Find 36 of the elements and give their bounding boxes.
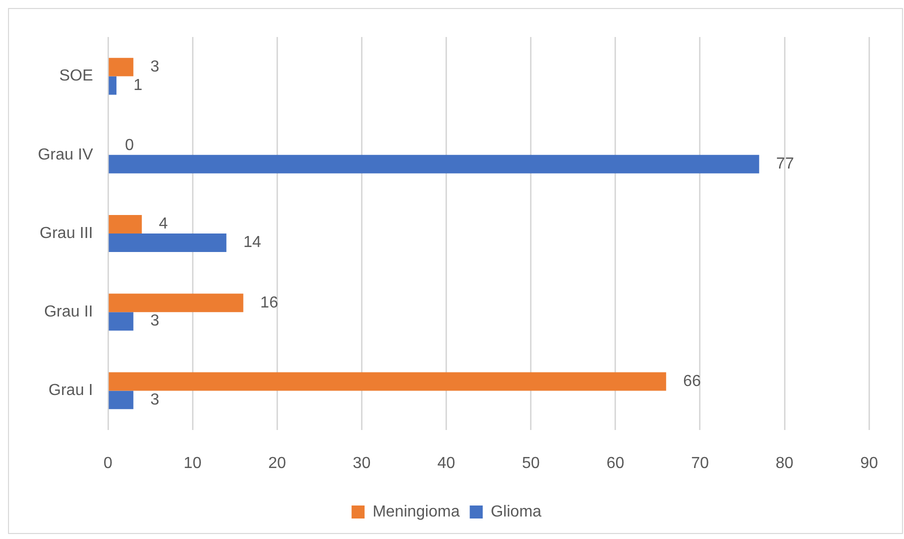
x-tick-label: 40 [437,455,456,472]
y-tick-label: Grau III [40,224,93,242]
data-label: 14 [243,234,262,252]
x-tick-label: 60 [606,455,624,472]
x-tick-label: 70 [691,455,709,472]
y-tick-label: Grau II [44,304,93,321]
x-tick-label: 80 [776,455,794,472]
data-label: 0 [125,137,134,154]
data-label: 4 [158,216,168,233]
data-label: 77 [776,156,794,173]
x-tick-label: 10 [184,455,202,472]
bar [108,234,226,252]
x-tick-label: 90 [860,455,878,472]
y-tick-label: Grau IV [38,146,94,164]
y-tick-label: Grau I [48,382,93,400]
legend-label: Glioma [490,503,542,520]
bar [108,58,134,76]
legend-label: Meningioma [372,503,460,520]
data-label: 3 [150,58,160,76]
bar [108,312,134,331]
data-label: 66 [683,372,702,390]
bar [108,215,142,234]
bar [108,76,116,95]
bar [108,390,134,410]
y-tick-label: SOE [59,68,93,85]
data-label: 3 [150,312,160,330]
bar [108,294,244,312]
data-label: 1 [133,76,142,94]
x-tick-label: 30 [352,455,371,472]
x-tick-label: 50 [522,455,540,472]
data-label: 3 [150,391,160,408]
bar [108,372,666,391]
bar [108,154,760,174]
data-label: 16 [260,294,278,312]
x-tick-label: 20 [268,455,286,472]
x-tick-label: 0 [104,455,113,472]
